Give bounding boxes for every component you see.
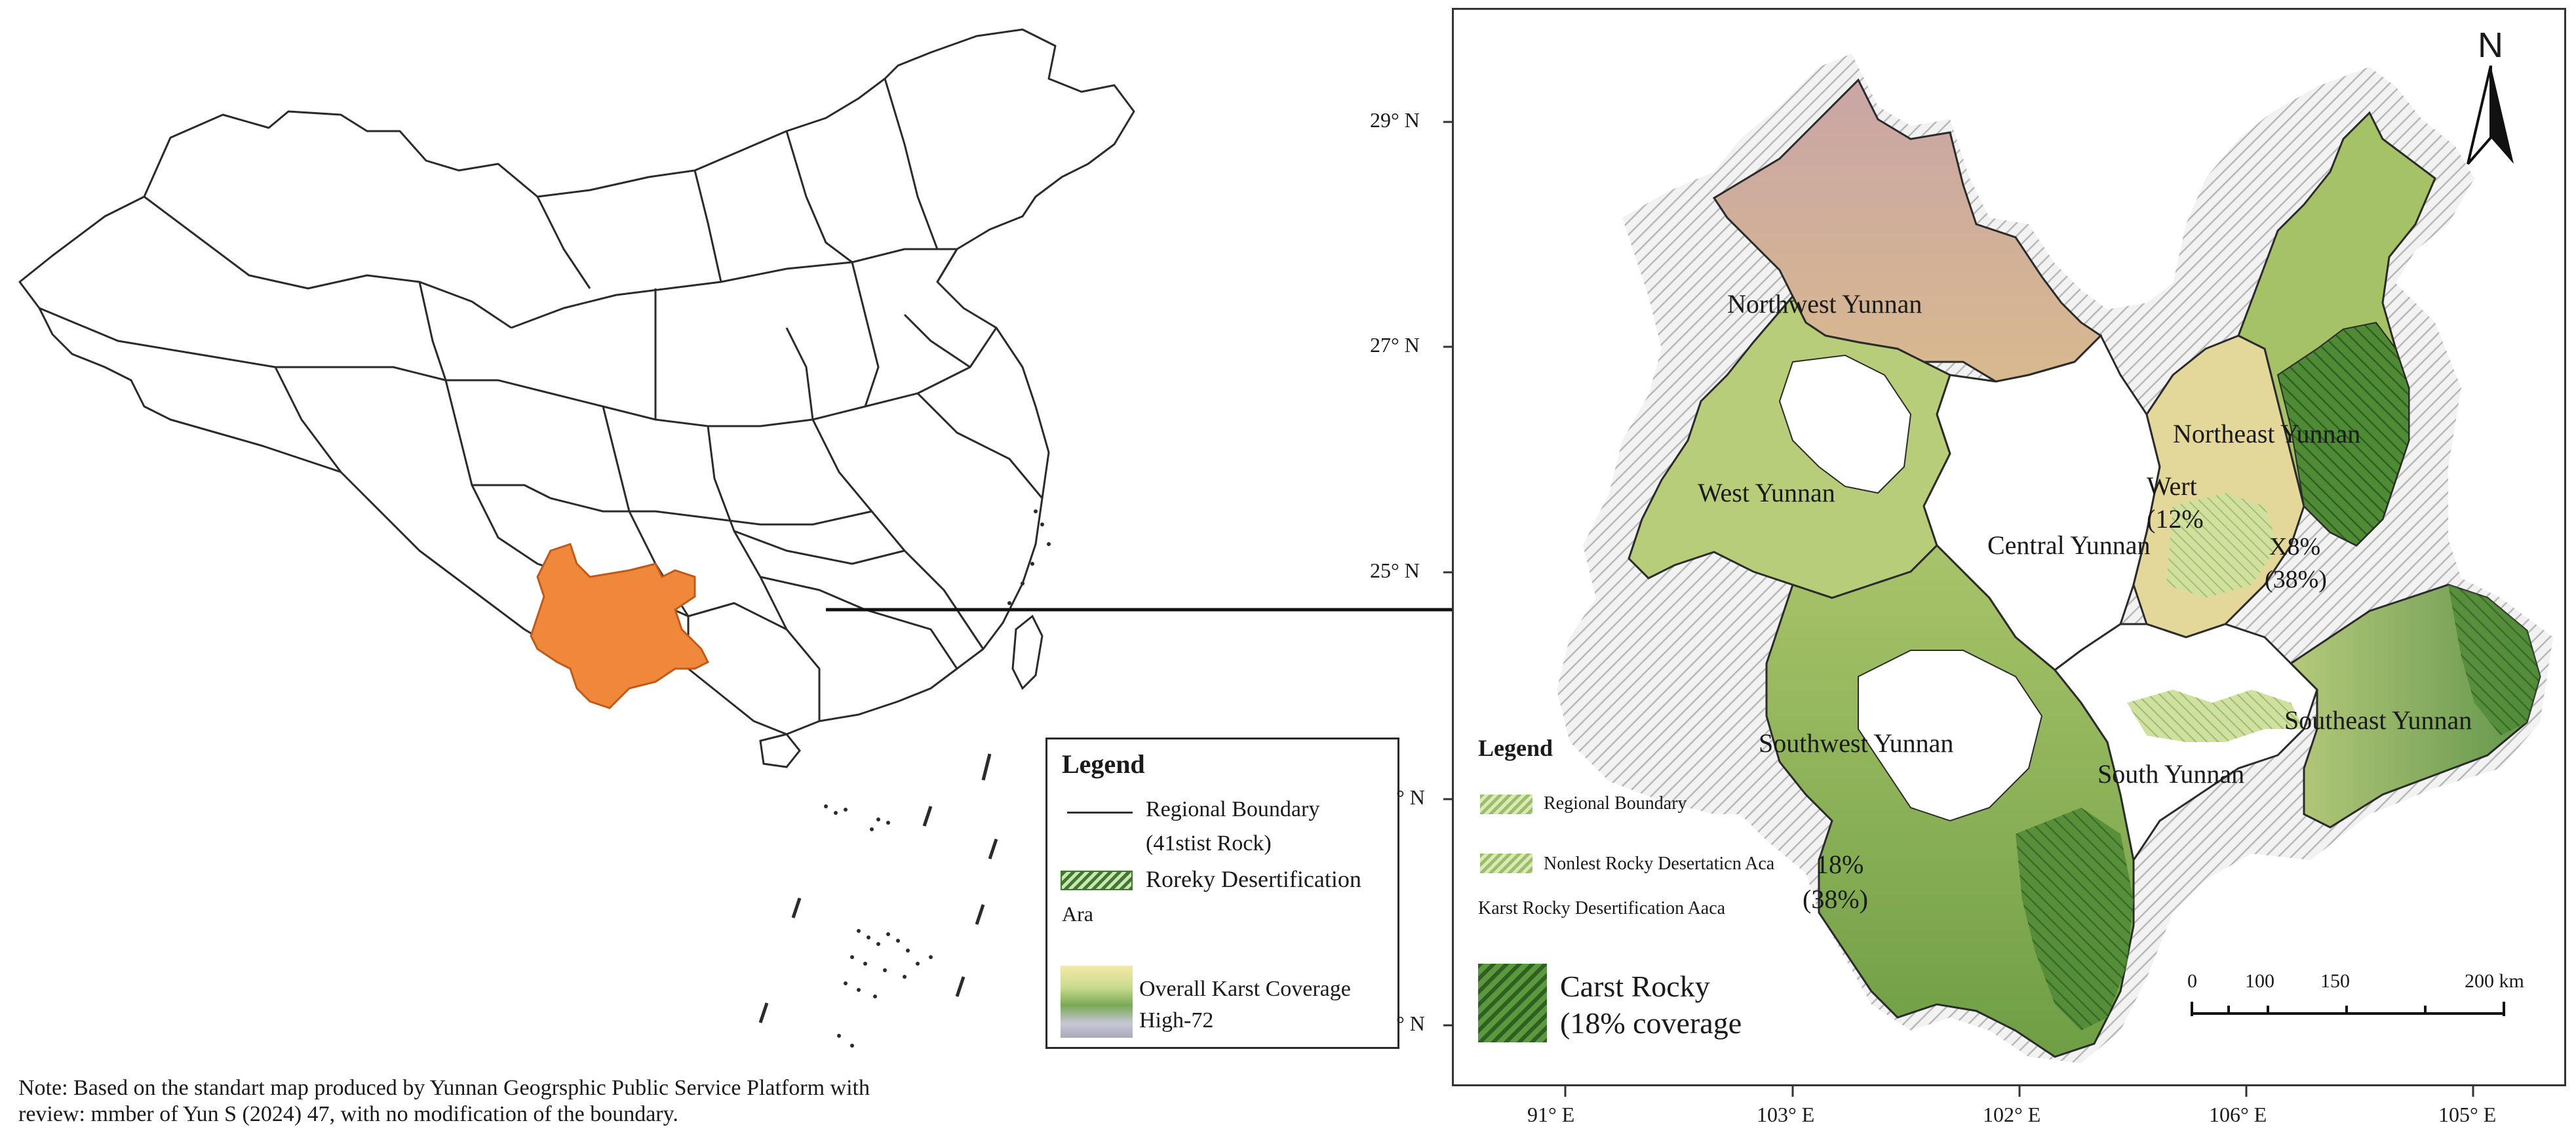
lon-label-102: 102° E — [1983, 1103, 2041, 1126]
label-wert: Wert — [2147, 471, 2197, 501]
right-legend-hatch-2 — [1480, 854, 1532, 873]
left-legend-gradient-symbol — [1061, 966, 1133, 1038]
right-legend-big-swatch — [1478, 964, 1547, 1042]
label-ne-pct1: X8% — [2269, 533, 2321, 561]
lat-label-4: ° N — [1396, 785, 1425, 809]
region-south-karst — [2127, 690, 2304, 742]
right-legend-carst-rocky: Carst Rocky — [1560, 970, 1710, 1003]
left-legend-item-karst: Overall Karst Coverage — [1139, 977, 1351, 1001]
map-note-line1: Note: Based on the standart map produced… — [18, 1076, 870, 1100]
region-transition-hatch — [2166, 493, 2278, 598]
lat-label-25: 25° N — [1370, 559, 1420, 582]
label-southeast-yunnan: Southeast Yunnan — [2284, 705, 2472, 735]
region-southwest-karst — [2016, 808, 2134, 1031]
map-note-line2: review: mmber of Yun S (2024) 47, with n… — [18, 1102, 678, 1126]
label-central-yunnan: Central Yunnan — [1987, 530, 2151, 560]
right-legend-title: Legend — [1478, 735, 1553, 761]
left-legend-item-rocky: Roreky Desertification — [1146, 866, 1361, 892]
region-northeast-karst — [2276, 321, 2410, 547]
scale-tick-150: 150 — [2320, 970, 2350, 992]
label-sw-pct1: 18% — [1816, 850, 1864, 879]
left-legend-line-symbol — [1067, 812, 1133, 814]
region-northwest — [1712, 78, 2103, 383]
left-legend-item-high: High-72 — [1139, 1008, 1214, 1033]
lat-label-5: ° N — [1396, 1012, 1425, 1035]
scale-bar — [2191, 1002, 2505, 1016]
scale-tick-200: 200 km — [2465, 970, 2524, 992]
left-legend-item-boundary: Regional Boundary — [1146, 797, 1320, 821]
scale-tick-100: 100 — [2245, 970, 2274, 992]
scale-tick-0: 0 — [2187, 970, 2197, 992]
label-sw-pct2: (38%) — [1803, 884, 1868, 914]
north-arrow-icon — [2467, 66, 2514, 165]
taiwan-island — [1011, 614, 1044, 690]
china-overview-map — [0, 0, 1147, 1062]
yunnan-map — [1557, 54, 2553, 1063]
left-legend: Legend Regional Boundary (41stist Rock) … — [1045, 738, 1399, 1049]
lon-label-106: 106° E — [2209, 1103, 2267, 1126]
lat-label-27: 27° N — [1370, 333, 1420, 357]
left-legend-item-rock: (41stist Rock) — [1146, 831, 1272, 856]
lon-label-103: 103° E — [1757, 1103, 1815, 1126]
right-legend-item-boundary: Regional Boundary — [1544, 793, 1687, 814]
left-legend-hatch-symbol — [1061, 871, 1133, 890]
connector-arrow — [826, 601, 1527, 619]
hainan-island — [759, 733, 801, 768]
label-wert-pct: (12% — [2147, 504, 2204, 534]
lat-label-29: 29° N — [1370, 108, 1420, 132]
label-west-yunnan: West Yunnan — [1698, 478, 1835, 507]
china-outline — [18, 28, 1135, 736]
north-label: N — [2478, 26, 2503, 65]
label-northwest-yunnan: Northwest Yunnan — [1727, 289, 1922, 319]
region-southeast-karst — [2448, 585, 2540, 736]
right-legend-coverage: (18% coverage — [1560, 1006, 1742, 1040]
region-southwest-blank — [1858, 650, 2043, 822]
left-legend-title: Legend — [1062, 749, 1145, 779]
yunnan-highlight — [530, 543, 710, 709]
lon-ticks — [1564, 1085, 2474, 1097]
lat-ticks — [1443, 121, 1454, 1027]
right-legend-item-karst: Karst Rocky Desertification Aaca — [1478, 898, 1726, 918]
right-legend-item-nonlest: Nonlest Rocky Desertaticn Aca — [1544, 854, 1775, 874]
label-southwest-yunnan: Southwest Yunnan — [1759, 728, 1954, 758]
label-south-yunnan: South Yunnan — [2098, 759, 2245, 789]
label-ne-pct2: (38%) — [2265, 566, 2327, 593]
lon-label-91: 91° E — [1527, 1103, 1575, 1126]
left-legend-item-area: Ara — [1062, 902, 1093, 926]
right-legend-hatch-1 — [1480, 795, 1532, 814]
lon-label-105: 105° E — [2438, 1103, 2497, 1126]
label-northeast-yunnan: Northeast Yunnan — [2173, 419, 2361, 448]
region-west-blank — [1778, 354, 1912, 494]
